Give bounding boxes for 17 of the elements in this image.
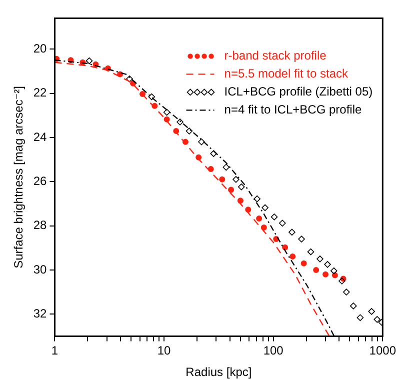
y-tick-label: 26 (33, 174, 48, 188)
x-tick-label: 1 (51, 344, 58, 358)
legend-label: r-band stack profile (224, 48, 327, 63)
y-tick-label: 28 (33, 218, 48, 232)
y-tick-label: 32 (33, 306, 48, 320)
y-tick-label: 24 (33, 130, 48, 144)
legend-label: n=4 fit to ICL+BCG profile (224, 102, 362, 117)
y-tick-label: 20 (33, 41, 48, 56)
y-tick-label: 22 (33, 86, 48, 100)
legend-label: ICL+BCG profile (Zibetti 05) (224, 84, 373, 99)
x-tick-label: 1000 (369, 344, 396, 358)
x-tick-label: 10 (157, 344, 172, 358)
x-tick-label: 100 (263, 344, 284, 358)
y-axis-title: Surface brightness [mag arcsec⁻²] (12, 86, 26, 268)
x-axis-title: Radius [kpc] (186, 365, 252, 380)
legend-label: n=5.5 model fit to stack (224, 66, 349, 81)
y-tick-label: 30 (33, 262, 48, 276)
